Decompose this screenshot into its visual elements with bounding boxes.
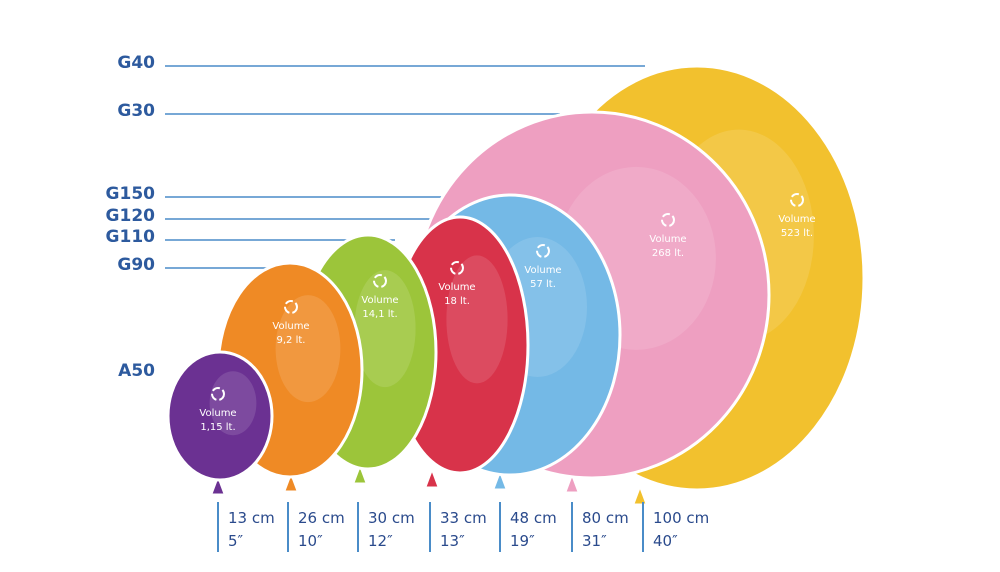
balloon-knot [493, 471, 507, 490]
size-label: G110 [106, 227, 156, 247]
balloon-knot [633, 486, 647, 505]
size-label: G150 [106, 184, 156, 204]
balloon-knot [353, 465, 367, 484]
volume-label: Volume [649, 234, 686, 245]
balloon-knot [284, 473, 298, 492]
size-cm: 13 cm [228, 509, 275, 527]
balloon-shine [354, 270, 416, 388]
volume-icon [284, 300, 298, 314]
balloon-shine [275, 295, 341, 403]
volume-value: 1,15 lt. [200, 422, 235, 433]
volume-label: Volume [524, 265, 561, 276]
size-inch: 19″ [510, 532, 535, 550]
volume-icon [790, 193, 804, 207]
size-cm: 80 cm [582, 509, 629, 527]
size-cm: 26 cm [298, 509, 345, 527]
size-inch: 10″ [298, 532, 323, 550]
balloon-body [166, 350, 274, 482]
volume-label: Volume [438, 282, 475, 293]
volume-label: Volume [199, 408, 236, 419]
size-cm: 33 cm [440, 509, 487, 527]
volume-icon [536, 244, 550, 258]
size-label: G90 [117, 255, 155, 275]
balloon: Volume 1,15 lt. [166, 350, 274, 495]
volume-value: 9,2 lt. [277, 335, 306, 346]
size-inch: 31″ [582, 532, 607, 550]
size-label: G40 [117, 53, 155, 73]
balloon-knot [565, 474, 579, 493]
volume-value: 57 lt. [530, 279, 556, 290]
volume-value: 268 lt. [652, 248, 684, 259]
size-inch: 40″ [653, 532, 678, 550]
volume-value: 523 lt. [781, 228, 813, 239]
size-cm: 100 cm [653, 509, 709, 527]
size-label: G30 [117, 101, 155, 121]
size-inch: 12″ [368, 532, 393, 550]
volume-label: Volume [361, 295, 398, 306]
size-inch: 13″ [440, 532, 465, 550]
volume-label: Volume [778, 214, 815, 225]
size-cm: 30 cm [368, 509, 415, 527]
volume-icon [373, 274, 387, 288]
size-inch: 5″ [228, 532, 244, 550]
volume-value: 14,1 lt. [362, 309, 397, 320]
balloon-knot [211, 476, 225, 495]
volume-value: 18 lt. [444, 296, 470, 307]
volume-icon [661, 213, 675, 227]
volume-icon [450, 261, 464, 275]
volume-label: Volume [272, 321, 309, 332]
size-label: G120 [106, 206, 156, 226]
balloon-shine [209, 371, 257, 436]
balloon-shine [446, 255, 508, 384]
size-cm: 48 cm [510, 509, 557, 527]
balloon-knot [425, 469, 439, 488]
size-label: A50 [118, 361, 155, 381]
volume-icon [211, 387, 225, 401]
